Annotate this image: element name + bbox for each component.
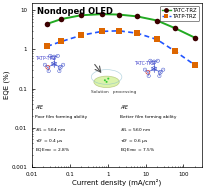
X-axis label: Current density (mA/cm²): Current density (mA/cm²)	[72, 178, 161, 186]
Text: $\lambda_{EL}$ = 564 nm: $\lambda_{EL}$ = 564 nm	[35, 126, 66, 134]
Circle shape	[107, 78, 109, 80]
Text: AIE: AIE	[35, 105, 43, 110]
Text: Better film forming ability: Better film forming ability	[120, 115, 176, 119]
Ellipse shape	[93, 76, 119, 88]
Text: AIE: AIE	[120, 105, 128, 110]
Text: EQE$_{max}$ = 2.8%: EQE$_{max}$ = 2.8%	[35, 147, 70, 154]
Text: $\lambda_{EL}$ = 560 nm: $\lambda_{EL}$ = 560 nm	[120, 126, 151, 134]
Text: Solution   processing: Solution processing	[91, 90, 136, 94]
Text: Nondoped OLED: Nondoped OLED	[37, 7, 113, 16]
Legend: TATC-TRZ, TATP-TRZ: TATC-TRZ, TATP-TRZ	[159, 6, 198, 21]
Y-axis label: EQE (%): EQE (%)	[3, 71, 10, 99]
Text: $\tau_{DF}$ = 0.6 μs: $\tau_{DF}$ = 0.6 μs	[120, 137, 148, 145]
Text: $\tau_{DF}$ = 0.4 μs: $\tau_{DF}$ = 0.4 μs	[35, 137, 64, 145]
Text: Poor film forming ability: Poor film forming ability	[35, 115, 87, 119]
Circle shape	[103, 79, 105, 81]
Text: TATP-TRZ: TATP-TRZ	[35, 56, 56, 61]
Text: EQE$_{max}$ = 7.5%: EQE$_{max}$ = 7.5%	[120, 147, 154, 154]
Text: TATC-TRZ: TATC-TRZ	[133, 61, 154, 66]
Circle shape	[105, 81, 107, 83]
